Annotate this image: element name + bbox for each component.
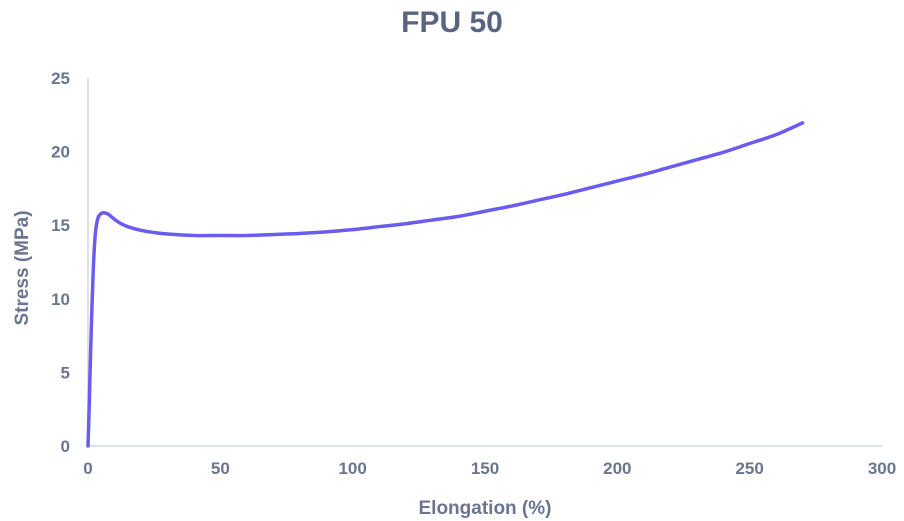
x-tick-label: 300 [868,459,896,478]
series-group [86,121,805,448]
y-tick-label: 15 [51,216,70,235]
x-tick-label: 100 [338,459,366,478]
x-tick-label: 250 [735,459,763,478]
y-tick-label: 0 [61,437,70,456]
y-tick-label: 5 [61,363,70,382]
x-tick-labels: 0 50 100 150 200 250 300 [83,459,896,478]
y-tick-label: 25 [51,69,70,88]
y-tick-label: 10 [51,290,70,309]
y-tick-label: 20 [51,143,70,162]
x-tick-label: 50 [211,459,230,478]
y-axis-label: Stress (MPa) [12,210,33,325]
x-axis-label: Elongation (%) [419,498,552,519]
x-tick-label: 0 [83,459,92,478]
x-tick-label: 150 [471,459,499,478]
series-line [86,121,805,448]
y-tick-labels: 0 5 10 15 20 25 [51,69,70,456]
chart-title: FPU 50 [401,6,503,39]
x-tick-label: 200 [603,459,631,478]
